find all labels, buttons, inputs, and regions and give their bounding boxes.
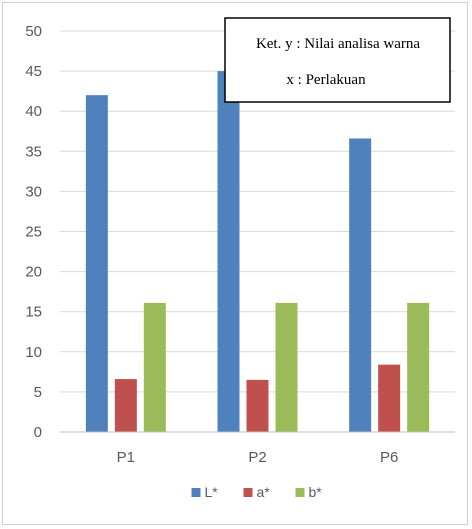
y-tick-label: 30 bbox=[25, 183, 42, 200]
x-tick-label: P1 bbox=[117, 449, 135, 466]
x-tick-label: P2 bbox=[248, 449, 266, 466]
axes: 0 5 10 15 20 25 30 35 40 45 50 P1 P2 P6 bbox=[25, 23, 455, 466]
y-tick-label: 35 bbox=[25, 143, 42, 160]
y-tick-label: 20 bbox=[25, 264, 42, 281]
legend-swatch bbox=[243, 488, 253, 497]
annotation-frame bbox=[224, 17, 451, 103]
bar bbox=[143, 302, 166, 432]
bar bbox=[407, 302, 430, 432]
legend-label: b* bbox=[309, 484, 323, 500]
y-tick-label: 50 bbox=[25, 23, 42, 40]
bar bbox=[349, 138, 372, 432]
y-tick-label: 45 bbox=[25, 63, 42, 80]
legend-swatch bbox=[295, 488, 305, 497]
y-tick-label: 15 bbox=[25, 304, 42, 321]
bar bbox=[246, 379, 269, 432]
y-tick-label: 25 bbox=[25, 224, 42, 241]
y-tick-label: 10 bbox=[25, 344, 42, 361]
legend-swatch bbox=[191, 488, 201, 497]
x-tick-label: P6 bbox=[380, 449, 398, 466]
annotation-line-2: x : Perlakuan bbox=[286, 72, 366, 88]
y-tick-label: 40 bbox=[25, 103, 42, 120]
annotation-line-1: Ket. y : Nilai analisa warna bbox=[256, 36, 420, 52]
bar bbox=[85, 95, 108, 432]
bar bbox=[217, 71, 240, 432]
legend-label: a* bbox=[257, 484, 271, 500]
y-tick-label: 5 bbox=[34, 384, 42, 401]
legend: L* a* b* bbox=[191, 484, 323, 500]
bars bbox=[85, 71, 430, 432]
y-tick-label: 0 bbox=[34, 424, 42, 441]
bar bbox=[275, 302, 298, 432]
annotation-box: Ket. y : Nilai analisa warna x : Perlaku… bbox=[224, 17, 451, 103]
bar bbox=[114, 379, 137, 432]
legend-label: L* bbox=[205, 484, 219, 500]
bar bbox=[378, 364, 401, 432]
